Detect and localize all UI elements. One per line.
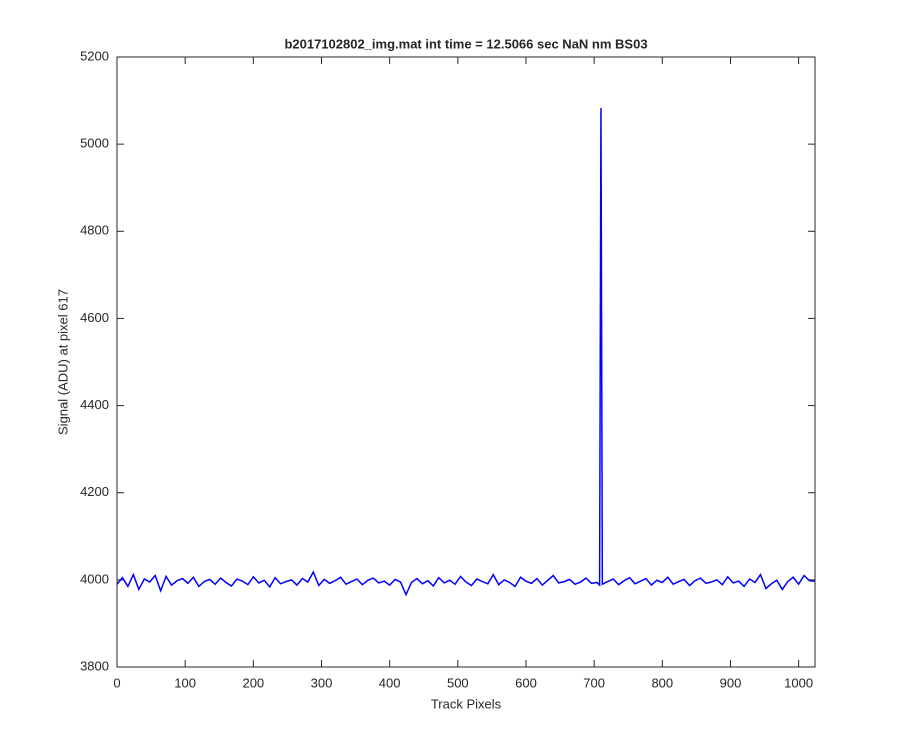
x-tick-label: 900 — [720, 675, 742, 690]
x-tick-label: 100 — [174, 675, 196, 690]
axes-box — [116, 56, 816, 668]
x-tick-label: 800 — [651, 675, 673, 690]
x-tick-label: 300 — [311, 675, 333, 690]
y-tick-label: 5200 — [80, 48, 109, 63]
y-axis-label: Signal (ADU) at pixel 617 — [55, 289, 70, 435]
x-tick-label: 0 — [113, 675, 120, 690]
x-tick-label: 600 — [515, 675, 537, 690]
x-tick-label: 200 — [242, 675, 264, 690]
data-line — [116, 107, 816, 597]
x-tick-label: 500 — [447, 675, 469, 690]
y-tick-label: 5000 — [80, 136, 109, 151]
x-tick-label: 700 — [583, 675, 605, 690]
x-axis-label: Track Pixels — [431, 696, 502, 711]
y-tick-label: 4400 — [80, 397, 109, 412]
chart-title: b2017102802_img.mat int time = 12.5066 s… — [284, 36, 647, 51]
y-tick-label: 4200 — [80, 484, 109, 499]
y-tick-label: 4000 — [80, 571, 109, 586]
y-tick-label: 4600 — [80, 310, 109, 325]
x-tick-label: 400 — [379, 675, 401, 690]
y-tick-label: 4800 — [80, 223, 109, 238]
y-tick-label: 3800 — [80, 658, 109, 673]
x-tick-label: 1000 — [784, 675, 813, 690]
